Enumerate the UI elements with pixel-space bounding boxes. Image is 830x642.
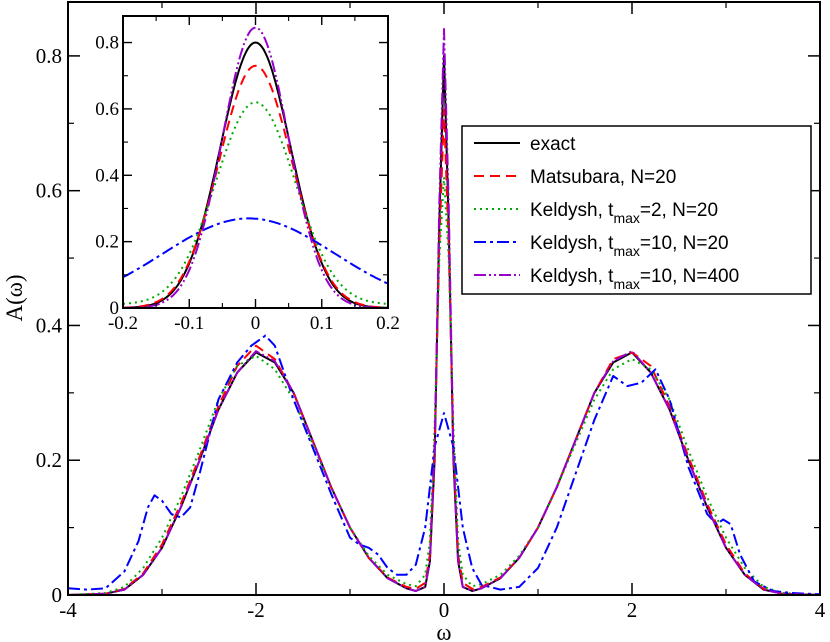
inset-y-tick-label: 0.6 [95,99,119,120]
legend-label-matsubara: Matsubara, N=20 [530,167,676,188]
legend: exact Matsubara, N=20 Keldysh, tmax=2, N=2… [461,125,812,295]
inset-series-matsubara [122,64,389,309]
y-tick-label: 0.4 [36,313,63,337]
legend-box [461,125,812,295]
x-tick-label: 2 [627,598,638,622]
inset-y-tick-label: 0.2 [95,232,119,253]
main-series-keldysh_10_20 [67,334,821,596]
inset-series-keldysh_10_20 [122,217,389,285]
y-tick-label: 0.2 [36,448,62,472]
legend-label-keldysh_10_20: Keldysh, tmax=10, N=20 [530,233,729,259]
inset-series-lines [122,26,389,309]
legend-label-exact: exact [530,134,576,155]
legend-label-keldysh_10_400: Keldysh, tmax=10, N=400 [530,266,739,292]
y-tick-label: 0.8 [36,44,62,68]
inset-series-exact [122,41,389,309]
inset-background [123,16,388,308]
inset-ticks: -0.2 -0.1 0 0.1 0.2 0 0.2 0.4 0.6 0.8 [95,16,400,334]
main-series-matsubara [67,108,821,596]
x-axis-label: ω [436,620,451,642]
inset-x-tick-label: -0.1 [174,313,204,334]
x-tick-label: -4 [59,598,77,622]
main-series-keldysh_10_400 [67,28,821,596]
x-tick-label: 4 [815,598,826,622]
y-axis-label: A(ω) [2,274,27,321]
inset-x-tick-label: -0.2 [108,313,138,334]
main-series-keldysh_2_20 [67,176,821,596]
x-tick-label: 0 [439,598,450,622]
inset-series-keldysh_10_400 [123,26,388,309]
inset-y-tick-label: 0 [110,298,120,319]
y-tick-label: 0.6 [36,179,62,203]
inset-x-tick-label: 0.2 [376,313,400,334]
inset-x-tick-label: 0 [251,313,261,334]
x-tick-label: -2 [247,598,265,622]
inset-y-tick-label: 0.8 [95,33,119,54]
inset-y-tick-label: 0.4 [95,165,119,186]
inset-plot: -0.2 -0.1 0 0.1 0.2 0 0.2 0.4 0.6 0.8 [95,15,400,334]
inset-series-keldysh_2_20 [122,101,389,305]
main-series-lines [67,28,821,596]
y-tick-label: 0 [52,583,63,607]
legend-label-keldysh_2_20: Keldysh, tmax=2, N=20 [530,200,718,226]
inset-x-tick-label: 0.1 [310,313,334,334]
main-ticks: -4 -2 0 2 4 0 0.2 0.4 0.6 0.8 [36,2,826,622]
